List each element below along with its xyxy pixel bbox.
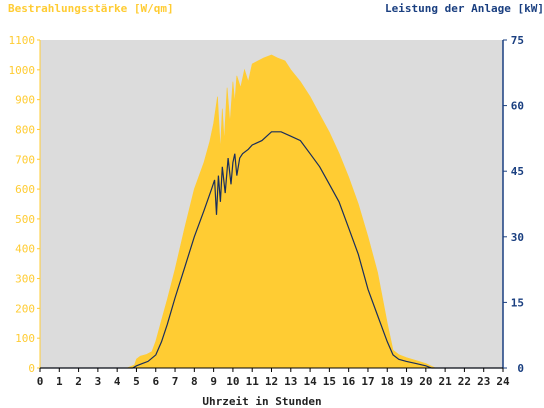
x-tick-label: 0	[37, 375, 44, 388]
x-tick-label: 20	[419, 375, 432, 388]
x-tick-label: 8	[191, 375, 198, 388]
right-y-tick-label: 60	[511, 100, 524, 113]
x-tick-label: 5	[133, 375, 140, 388]
x-tick-label: 7	[172, 375, 179, 388]
tick-labels: 0100200300400500600700800900100011000153…	[9, 34, 525, 388]
x-tick-label: 2	[75, 375, 82, 388]
x-tick-label: 9	[210, 375, 217, 388]
x-tick-label: 24	[496, 375, 510, 388]
left-y-tick-label: 200	[15, 302, 35, 315]
x-tick-label: 10	[226, 375, 239, 388]
right-y-tick-label: 30	[511, 231, 524, 244]
left-y-tick-label: 1100	[9, 34, 36, 47]
left-y-tick-label: 400	[15, 243, 35, 256]
left-y-tick-label: 100	[15, 332, 35, 345]
x-tick-label: 22	[458, 375, 471, 388]
right-axis-title: Leistung der Anlage [kW]	[385, 2, 544, 15]
axes	[37, 39, 507, 372]
x-tick-label: 12	[265, 375, 278, 388]
x-tick-label: 19	[400, 375, 413, 388]
left-y-tick-label: 0	[28, 362, 35, 375]
left-axis-title: Bestrahlungsstärke [W/qm]	[8, 2, 174, 15]
x-tick-label: 17	[361, 375, 374, 388]
right-y-tick-label: 75	[511, 34, 524, 47]
power-line	[40, 131, 503, 369]
left-y-tick-label: 800	[15, 123, 35, 136]
x-tick-label: 11	[246, 375, 260, 388]
left-y-tick-label: 1000	[9, 64, 36, 77]
x-tick-label: 16	[342, 375, 356, 388]
x-tick-label: 21	[439, 375, 453, 388]
left-y-tick-label: 500	[15, 213, 35, 226]
x-tick-label: 6	[152, 375, 159, 388]
x-tick-label: 18	[381, 375, 394, 388]
x-tick-label: 4	[114, 375, 121, 388]
x-tick-label: 1	[56, 375, 63, 388]
x-tick-label: 15	[323, 375, 336, 388]
x-tick-label: 23	[477, 375, 490, 388]
left-y-tick-label: 700	[15, 153, 35, 166]
x-tick-label: 13	[284, 375, 297, 388]
left-y-tick-label: 900	[15, 94, 35, 107]
right-y-tick-label: 45	[511, 165, 524, 178]
x-axis-title: Uhrzeit in Stunden	[202, 395, 321, 408]
irradiance-area	[40, 54, 503, 369]
left-y-tick-label: 600	[15, 183, 35, 196]
right-y-tick-label: 0	[517, 362, 524, 375]
x-tick-label: 3	[95, 375, 102, 388]
x-tick-label: 14	[303, 375, 317, 388]
right-y-tick-label: 15	[511, 296, 524, 309]
left-y-tick-label: 300	[15, 273, 35, 286]
